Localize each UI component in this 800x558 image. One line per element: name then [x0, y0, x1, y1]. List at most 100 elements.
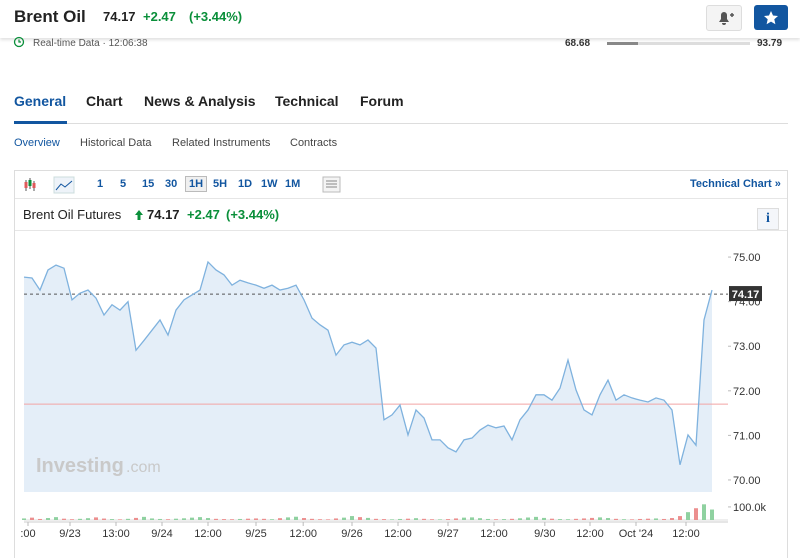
volume-bar [510, 518, 514, 520]
volume-bar [270, 519, 274, 520]
volume-bar [534, 516, 538, 520]
volume-bar [382, 519, 386, 520]
tab[interactable]: Forum [360, 93, 404, 109]
interval-button[interactable]: 1H [185, 176, 208, 192]
tabs-divider [14, 123, 788, 124]
volume-bar [342, 517, 346, 520]
tab[interactable]: General [14, 93, 67, 109]
info-button[interactable]: i [757, 208, 779, 230]
volume-bar [662, 518, 666, 520]
volume-bar [518, 518, 522, 520]
subtab[interactable]: Overview [14, 137, 60, 149]
change-pct: (+3.44%) [189, 9, 243, 24]
interval-button[interactable]: 30 [165, 178, 178, 190]
volume-bar [278, 518, 282, 520]
watermark: Investing [36, 455, 124, 477]
alert-button[interactable] [706, 5, 742, 31]
watermark: .com [126, 459, 161, 476]
volume-bar [294, 516, 298, 520]
volume-bar [614, 518, 618, 520]
volume-bar [118, 519, 122, 520]
bell-icon [719, 12, 734, 25]
volume-bar [46, 518, 50, 520]
interval-button[interactable]: 1 [97, 178, 104, 190]
volume-bar [70, 519, 74, 520]
volume-bar [262, 518, 266, 520]
subtab[interactable]: Contracts [290, 137, 338, 149]
change: +2.47 [143, 9, 176, 24]
volume-bar [334, 518, 338, 520]
watchlist-button[interactable] [754, 5, 788, 30]
volume-bar [230, 519, 234, 520]
volume-bar [478, 518, 482, 520]
volume-bar [350, 516, 354, 520]
volume-bar [254, 518, 258, 520]
clock-icon [13, 36, 25, 48]
x-tick-label: 9/27 [437, 528, 458, 540]
volume-bar [422, 518, 426, 520]
subtab[interactable]: Historical Data [80, 137, 152, 149]
star-icon [764, 11, 778, 25]
volume-bar [358, 517, 362, 520]
volume-bar [174, 518, 178, 520]
volume-bar [638, 518, 642, 520]
volume-bar [222, 519, 226, 520]
settings-icon[interactable] [322, 176, 342, 194]
instrument-title: Brent Oil [14, 7, 86, 26]
volume-bar [566, 519, 570, 520]
volume-bar [158, 518, 162, 520]
volume-bar [590, 517, 594, 520]
interval-button[interactable]: 5 [120, 178, 127, 190]
price-tag [729, 286, 762, 302]
x-tick-label: 12:00 [289, 528, 317, 540]
volume-bar [38, 518, 42, 520]
x-tick-label: 12:00 [384, 528, 412, 540]
x-tick-label: 9/26 [341, 528, 362, 540]
tab[interactable]: News & Analysis [144, 93, 256, 109]
tab[interactable]: Chart [86, 93, 123, 109]
volume-bar [374, 518, 378, 520]
chart-price: 74.17 [147, 207, 180, 222]
price-line [23, 260, 713, 465]
volume-bar [54, 517, 58, 520]
range-high: 93.79 [757, 38, 783, 49]
volume-bar [326, 519, 330, 520]
time: 12:06:38 [108, 38, 148, 49]
chart-frame [14, 170, 788, 558]
range-low: 68.68 [565, 38, 591, 49]
tab[interactable]: Technical [275, 93, 339, 109]
volume-bar [78, 518, 82, 520]
volume-bar [446, 519, 450, 520]
volume-bar [126, 518, 130, 520]
volume-bar [686, 512, 690, 520]
x-tick-label: 9/30 [534, 528, 555, 540]
interval-button[interactable]: 1W [261, 178, 278, 190]
volume-bar [214, 518, 218, 520]
x-tick-label: 12:00 [480, 528, 508, 540]
volume-bar [494, 519, 498, 520]
interval-button[interactable]: 15 [142, 178, 155, 190]
candle-icon[interactable] [24, 178, 36, 191]
volume-bar [470, 517, 474, 520]
volume-bar [670, 518, 674, 520]
subtab[interactable]: Related Instruments [172, 137, 271, 149]
chart-header-divider [15, 230, 787, 231]
price-tag-label: 74.17 [732, 289, 760, 301]
volume-bar [606, 518, 610, 520]
volume-bar [302, 518, 306, 520]
volume-bar [526, 517, 530, 520]
chart-change-pct: (+3.44%) [226, 207, 280, 222]
volume-bar [206, 518, 210, 520]
volume-bar [310, 518, 314, 520]
interval-button[interactable]: 5H [213, 178, 228, 190]
up-arrow [135, 210, 143, 220]
chart-change: +2.47 [187, 207, 220, 222]
volume-bar [678, 516, 682, 520]
volume-bar [22, 518, 26, 520]
area-icon[interactable] [53, 176, 75, 194]
interval-button[interactable]: 1M [285, 178, 301, 190]
interval-button[interactable]: 1D [238, 178, 253, 190]
volume-bar [694, 508, 698, 520]
technical-chart-link[interactable]: Technical Chart » [690, 178, 781, 190]
